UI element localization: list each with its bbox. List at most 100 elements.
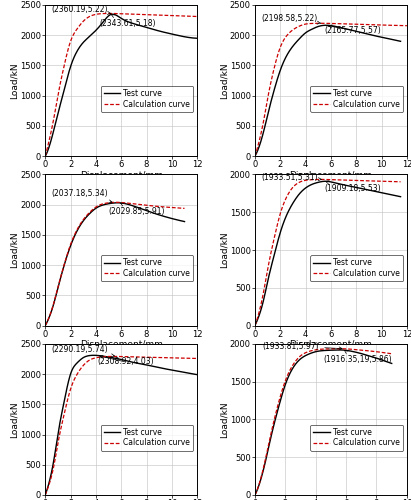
Test curve bbox=[377, 356, 382, 362]
Test curve bbox=[195, 36, 200, 42]
Test curve bbox=[342, 26, 347, 32]
Test curve bbox=[253, 322, 258, 328]
Calculation curve bbox=[171, 12, 176, 18]
Text: (2037.18,5.34): (2037.18,5.34) bbox=[51, 189, 112, 203]
Test curve bbox=[43, 153, 48, 159]
Test curve bbox=[376, 34, 381, 40]
Test curve bbox=[133, 360, 138, 366]
Calculation curve bbox=[252, 153, 257, 159]
Calculation curve bbox=[377, 349, 382, 355]
X-axis label: Displacement/mm: Displacement/mm bbox=[289, 340, 372, 349]
Text: (2198.58,5.22): (2198.58,5.22) bbox=[261, 14, 321, 24]
Calculation curve bbox=[389, 350, 394, 356]
Calculation curve bbox=[169, 204, 174, 210]
Test curve bbox=[134, 360, 139, 366]
Test curve bbox=[336, 347, 341, 353]
Calculation curve bbox=[404, 22, 409, 28]
Line: Calculation curve: Calculation curve bbox=[45, 356, 197, 495]
Test curve bbox=[126, 202, 131, 207]
Text: (a) SECS-1: (a) SECS-1 bbox=[97, 190, 145, 198]
Test curve bbox=[169, 216, 174, 222]
Line: Test curve: Test curve bbox=[45, 14, 197, 156]
Calculation curve bbox=[133, 12, 138, 18]
Test curve bbox=[333, 347, 338, 353]
Calculation curve bbox=[181, 355, 186, 361]
Test curve bbox=[339, 25, 344, 31]
Calculation curve bbox=[391, 22, 396, 28]
Calculation curve bbox=[43, 153, 48, 159]
Calculation curve bbox=[368, 348, 373, 354]
Test curve bbox=[115, 200, 120, 206]
Test curve bbox=[43, 490, 48, 496]
Calculation curve bbox=[43, 152, 48, 158]
Line: Calculation curve: Calculation curve bbox=[45, 202, 185, 326]
Legend: Test curve, Calculation curve: Test curve, Calculation curve bbox=[310, 424, 403, 450]
Calculation curve bbox=[43, 322, 48, 328]
Test curve bbox=[398, 38, 403, 44]
Line: Test curve: Test curve bbox=[45, 356, 197, 495]
Calculation curve bbox=[110, 354, 115, 360]
Test curve bbox=[195, 372, 200, 378]
Test curve bbox=[252, 322, 257, 328]
Calculation curve bbox=[385, 178, 390, 184]
Calculation curve bbox=[136, 12, 141, 18]
Legend: Test curve, Calculation curve: Test curve, Calculation curve bbox=[101, 255, 193, 281]
Text: (2343.61,5.18): (2343.61,5.18) bbox=[99, 14, 156, 28]
Test curve bbox=[43, 322, 48, 328]
Test curve bbox=[252, 492, 257, 498]
Legend: Test curve, Calculation curve: Test curve, Calculation curve bbox=[101, 424, 193, 450]
Test curve bbox=[323, 178, 328, 184]
Y-axis label: Load/kN: Load/kN bbox=[219, 62, 229, 99]
Line: Test curve: Test curve bbox=[255, 350, 392, 495]
Test curve bbox=[91, 352, 96, 358]
Calculation curve bbox=[339, 177, 344, 183]
Calculation curve bbox=[398, 179, 403, 185]
Calculation curve bbox=[344, 21, 349, 27]
Calculation curve bbox=[346, 21, 351, 27]
Test curve bbox=[43, 492, 48, 498]
Calculation curve bbox=[342, 177, 347, 183]
Calculation curve bbox=[317, 20, 322, 26]
Calculation curve bbox=[253, 152, 258, 158]
Line: Calculation curve: Calculation curve bbox=[255, 24, 407, 156]
Calculation curve bbox=[333, 346, 338, 352]
Y-axis label: Load/kN: Load/kN bbox=[9, 232, 18, 268]
X-axis label: Displacement/mm: Displacement/mm bbox=[80, 171, 163, 180]
Calculation curve bbox=[161, 204, 166, 210]
Calculation curve bbox=[336, 346, 341, 352]
Calculation curve bbox=[253, 491, 258, 497]
Calculation curve bbox=[182, 206, 187, 212]
Calculation curve bbox=[318, 176, 323, 182]
Calculation curve bbox=[134, 354, 139, 360]
Test curve bbox=[126, 202, 131, 207]
Y-axis label: Load/kN: Load/kN bbox=[9, 401, 18, 438]
Test curve bbox=[323, 22, 328, 28]
Calculation curve bbox=[337, 346, 342, 352]
Test curve bbox=[136, 22, 141, 28]
Text: (2029.85,5.91): (2029.85,5.91) bbox=[109, 203, 165, 216]
Calculation curve bbox=[253, 322, 258, 328]
Calculation curve bbox=[252, 492, 257, 498]
Test curve bbox=[181, 370, 186, 376]
X-axis label: Displacement/mm: Displacement/mm bbox=[80, 340, 163, 349]
Calculation curve bbox=[43, 322, 48, 328]
Calculation curve bbox=[43, 490, 48, 496]
Legend: Test curve, Calculation curve: Test curve, Calculation curve bbox=[310, 86, 403, 112]
Calculation curve bbox=[108, 10, 113, 16]
Text: (1933.81,5.97): (1933.81,5.97) bbox=[263, 342, 342, 350]
Line: Test curve: Test curve bbox=[45, 203, 185, 326]
Text: (c) SECS-3: (c) SECS-3 bbox=[97, 359, 145, 368]
Test curve bbox=[334, 347, 339, 353]
Line: Test curve: Test curve bbox=[255, 26, 401, 156]
Calculation curve bbox=[252, 322, 257, 328]
Test curve bbox=[110, 11, 115, 17]
Test curve bbox=[376, 189, 381, 195]
Line: Calculation curve: Calculation curve bbox=[255, 180, 401, 326]
Test curve bbox=[181, 34, 186, 40]
Test curve bbox=[368, 354, 373, 360]
Y-axis label: Load/kN: Load/kN bbox=[219, 232, 229, 268]
Line: Test curve: Test curve bbox=[255, 182, 401, 326]
Calculation curve bbox=[43, 492, 48, 498]
Legend: Test curve, Calculation curve: Test curve, Calculation curve bbox=[101, 86, 193, 112]
Test curve bbox=[43, 152, 48, 158]
